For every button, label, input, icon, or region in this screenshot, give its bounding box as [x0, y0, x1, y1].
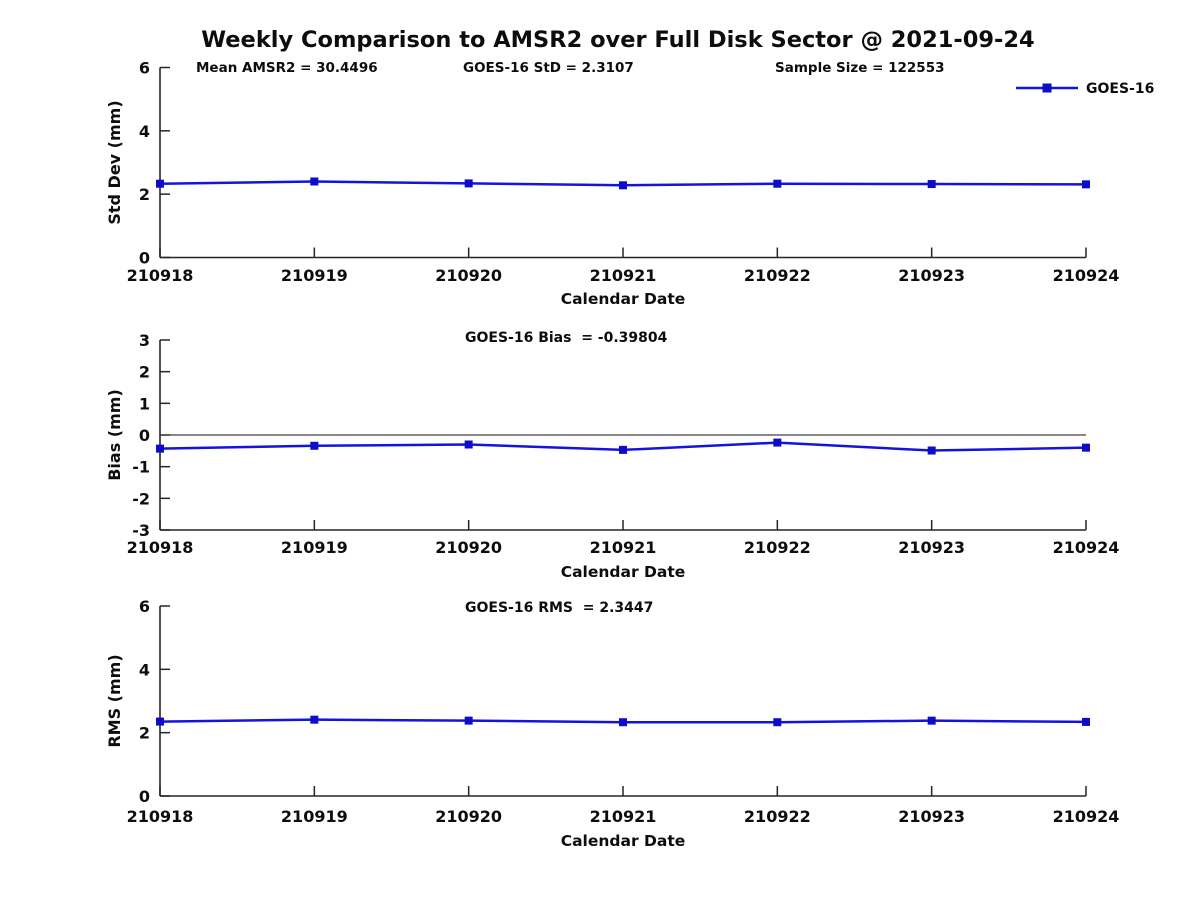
- y-tick-label: 2: [139, 185, 150, 204]
- std_dev-data-point: [927, 180, 936, 189]
- x-tick-label: 210919: [281, 807, 348, 826]
- chart-rms: 0 2 4 6 210918 210919 210920 210921 210922 210923…: [127, 597, 1120, 826]
- rms-y-axis-label: RMS (mm): [105, 654, 124, 747]
- y-tick-label: -1: [132, 458, 150, 477]
- bias-y-axis-label: Bias (mm): [105, 389, 124, 481]
- bias-data-point: [310, 441, 319, 450]
- x-tick-label: 210919: [281, 266, 348, 285]
- y-tick-label: 3: [139, 331, 150, 350]
- rms-data-point: [1082, 717, 1090, 726]
- sample-size-annotation: Sample Size = 122553: [775, 60, 944, 76]
- y-tick-label: 2: [139, 724, 150, 743]
- x-tick-label: 210923: [898, 807, 965, 826]
- bias-data-point: [464, 440, 473, 449]
- bias-data-point: [927, 446, 936, 455]
- x-tick-label: 210918: [127, 538, 194, 557]
- y-tick-label: 2: [139, 363, 150, 382]
- y-tick-label: 4: [139, 122, 150, 141]
- x-tick-label: 210923: [898, 266, 965, 285]
- figure-title: Weekly Comparison to AMSR2 over Full Dis…: [201, 27, 1034, 53]
- rms-x-axis-label: Calendar Date: [561, 832, 686, 850]
- rms-data-point: [773, 718, 782, 727]
- legend-label: GOES-16: [1086, 81, 1154, 97]
- legend-marker-sample: [1042, 83, 1052, 93]
- y-tick-label: 4: [139, 660, 150, 679]
- rms-data-point: [156, 717, 164, 726]
- x-tick-label: 210924: [1053, 266, 1120, 285]
- rms-data-point: [619, 718, 627, 727]
- bias-annotation: GOES-16 Bias = -0.39804: [465, 330, 668, 346]
- y-tick-label: 6: [139, 597, 150, 616]
- std_dev-data-point: [310, 177, 319, 186]
- x-tick-label: 210918: [127, 807, 194, 826]
- chart-bias: -3 -2 -1 0 1 2 3 210918 210919 210920 210921 210922…: [127, 331, 1120, 557]
- bias-x-axis-label: Calendar Date: [561, 563, 686, 581]
- x-tick-label: 210923: [898, 538, 965, 557]
- y-tick-label: 0: [139, 426, 150, 445]
- rms-data-point: [464, 716, 473, 725]
- x-tick-label: 210922: [744, 266, 811, 285]
- x-tick-label: 210919: [281, 538, 348, 557]
- bias-data-point: [773, 438, 782, 447]
- x-tick-label: 210920: [435, 538, 502, 557]
- std-dev-y-axis-label: Std Dev (mm): [105, 100, 124, 224]
- x-tick-label: 210924: [1053, 538, 1120, 557]
- y-tick-label: -2: [132, 489, 150, 508]
- bias-data-point: [619, 445, 627, 454]
- std_dev-data-point: [156, 179, 164, 188]
- y-tick-label: -3: [132, 521, 150, 540]
- mean-amsr2-annotation: Mean AMSR2 = 30.4496: [196, 60, 378, 76]
- std_dev-data-point: [619, 181, 627, 190]
- goes16-std-annotation: GOES-16 StD = 2.3107: [463, 60, 634, 76]
- x-tick-label: 210918: [127, 266, 194, 285]
- std-dev-x-axis-label: Calendar Date: [561, 290, 686, 308]
- std_dev-data-point: [773, 179, 782, 188]
- y-tick-label: 0: [139, 249, 150, 268]
- x-tick-label: 210922: [744, 807, 811, 826]
- rms-data-point: [310, 715, 319, 724]
- x-tick-label: 210920: [435, 807, 502, 826]
- rms-data-point: [927, 716, 936, 725]
- std_dev-data-point: [464, 179, 473, 188]
- y-tick-label: 1: [139, 394, 150, 413]
- bias-data-point: [1082, 443, 1090, 452]
- rms-annotation: GOES-16 RMS = 2.3447: [465, 600, 653, 616]
- x-tick-label: 210921: [590, 807, 657, 826]
- y-tick-label: 0: [139, 787, 150, 806]
- x-tick-label: 210921: [590, 266, 657, 285]
- x-tick-label: 210924: [1053, 807, 1120, 826]
- x-tick-label: 210921: [590, 538, 657, 557]
- chart-std-dev: 0 2 4 6 210918 210919 210920 210921 210922 210923…: [127, 59, 1120, 286]
- legend: GOES-16: [1016, 81, 1154, 97]
- bias-data-point: [156, 444, 164, 453]
- x-tick-label: 210920: [435, 266, 502, 285]
- y-tick-label: 6: [139, 59, 150, 78]
- x-tick-label: 210922: [744, 538, 811, 557]
- std_dev-data-point: [1082, 180, 1090, 189]
